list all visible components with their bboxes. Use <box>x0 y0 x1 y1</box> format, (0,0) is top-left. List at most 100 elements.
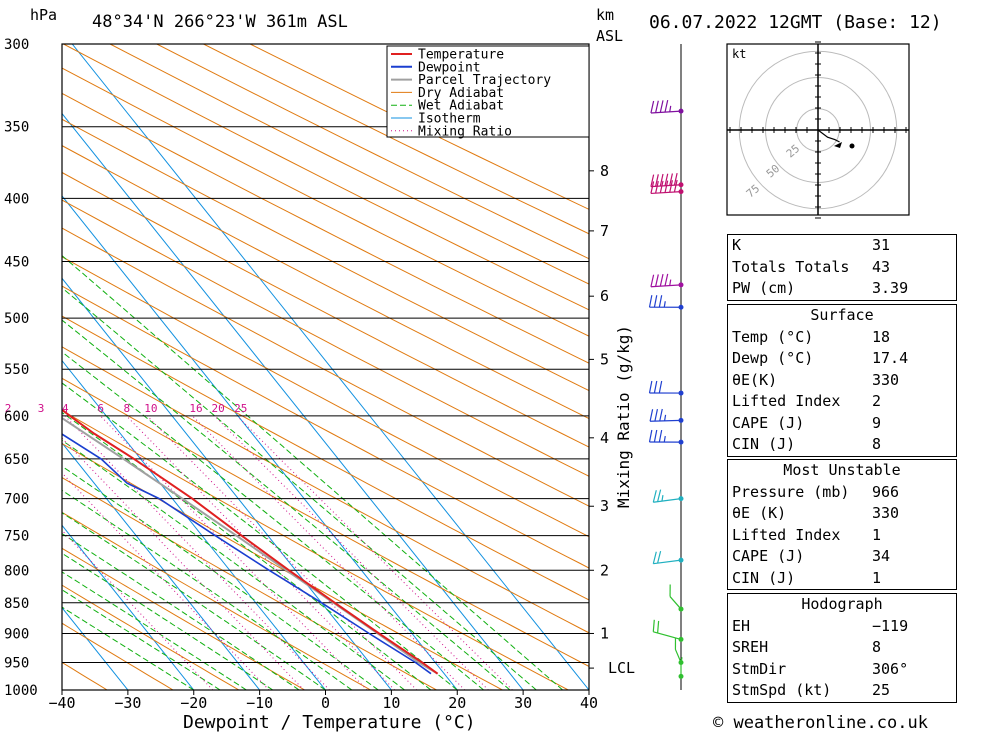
height-tick-label: 6 <box>600 287 609 305</box>
wind-barb-feather <box>658 380 663 394</box>
height-tick-label: 8 <box>600 162 609 180</box>
dry-adiabat-line <box>62 67 589 337</box>
wet-adiabat-line <box>62 287 537 690</box>
mixing-ratio-label: 16 <box>189 402 202 415</box>
valid-time: 06.07.2022 12GMT (Base: 12) <box>649 12 942 33</box>
mixing-ratio-line <box>236 415 513 690</box>
wind-barb-feather <box>657 620 660 634</box>
wind-barb-feather <box>655 181 659 194</box>
isotherm-line <box>62 195 458 690</box>
isotherm-line <box>62 277 392 690</box>
wind-barb-feather <box>652 551 657 564</box>
x-axis-label: Dewpoint / Temperature (°C) <box>183 712 476 733</box>
pressure-tick-label: 500 <box>4 311 29 327</box>
wind-barb-dot <box>678 390 684 396</box>
wind-barb-feather <box>661 494 664 502</box>
wind-barb-feather <box>655 274 659 287</box>
mixing-ratio-label: 2 <box>5 402 12 415</box>
wind-barb-feather <box>655 174 659 187</box>
mu-row: CIN (J) 1 <box>732 568 882 587</box>
pressure-tick-label: 550 <box>4 362 29 378</box>
mixing-ratio-line <box>62 529 214 690</box>
mixing-ratio-label: 4 <box>62 402 69 415</box>
wind-barb-feather <box>657 489 662 502</box>
surface-title: Surface <box>810 306 874 324</box>
pressure-tick-label: 450 <box>4 255 29 271</box>
dry-adiabat-line <box>156 44 589 260</box>
wind-barb-feather <box>659 180 664 193</box>
x-tick-label: −40 <box>48 694 75 712</box>
wet-adiabat-line <box>62 533 300 690</box>
index-row-pw: PW (cm) 3.39 <box>732 279 909 297</box>
mu-row: Pressure (mb) 966 <box>732 482 900 501</box>
dry-adiabat-line <box>203 44 589 235</box>
pressure-tick-label: 300 <box>4 37 29 53</box>
isotherm-line <box>62 524 195 690</box>
wind-barb-dot <box>678 496 684 502</box>
mixing-ratio-line <box>126 415 396 690</box>
legend-label: Dewpoint <box>418 60 481 75</box>
hodograph-table: Hodograph EH −119 SREH 8 StmDir 306° StmSpd… <box>727 593 957 703</box>
wind-barb-dot <box>678 439 684 445</box>
pressure-tick-label: 650 <box>4 452 29 468</box>
wind-barb-feather <box>652 619 655 632</box>
wind-barb-dot <box>678 108 684 114</box>
hodo-row: SREH 8 <box>732 638 882 656</box>
dry-adiabat-line <box>62 171 589 448</box>
wind-barb-dot <box>678 417 684 423</box>
wind-barb-feather <box>650 181 655 194</box>
wind-barb-feather <box>673 173 678 186</box>
wind-barb-feather <box>659 274 664 287</box>
mu-row: θE (K) 330 <box>732 504 900 522</box>
wind-barb-feather <box>652 490 657 503</box>
height-tick-label: 2 <box>600 561 609 579</box>
wet-adiabat-line <box>62 351 484 690</box>
surface-row: Dewp (°C) 17.4 <box>732 349 909 367</box>
dry-adiabat-line <box>62 547 305 690</box>
index-row-tt: Totals Totals 43 <box>732 257 891 276</box>
x-tick-label: 0 <box>321 694 330 712</box>
pressure-tick-label: 1000 <box>4 683 38 699</box>
wet-adiabat-line <box>62 465 379 690</box>
mixing-ratio-label: 20 <box>212 402 225 415</box>
wind-barb-feather <box>648 295 653 308</box>
height-tick-label: 1 <box>600 624 609 642</box>
dry-adiabat-line <box>62 409 569 690</box>
pressure-tick-label: 700 <box>4 492 29 508</box>
dry-adiabat-line <box>62 118 589 392</box>
dry-adiabat-line <box>62 377 589 668</box>
legend-label: Dry Adiabat <box>418 86 504 101</box>
wind-barb-feather <box>664 99 669 113</box>
isotherm-line <box>62 442 261 690</box>
pressure-tick-label: 800 <box>4 563 29 579</box>
x-tick-label: 40 <box>580 694 598 712</box>
wet-adiabat-line <box>62 439 405 690</box>
wind-barb-feather <box>657 551 662 564</box>
mixing-ratio-line <box>214 415 489 690</box>
pressure-tick-label: 350 <box>4 120 29 136</box>
wet-adiabat-line <box>62 319 511 690</box>
wind-barb-dot <box>678 182 684 188</box>
legend-label: Mixing Ratio <box>418 124 512 139</box>
pressure-tick-label: 900 <box>4 626 29 642</box>
wind-barb-feather <box>648 429 653 443</box>
indices-table: K 31 Totals Totals 43 PW (cm) 3.39 <box>727 234 957 301</box>
wind-barb-dot <box>678 636 684 642</box>
wind-barb-feather <box>664 273 669 286</box>
height-tick-label: 3 <box>600 497 609 515</box>
dry-adiabat-line <box>62 145 589 420</box>
hodograph-unit: kt <box>732 47 746 61</box>
storm-motion-marker <box>834 142 842 148</box>
parcel-trajectory-line <box>62 416 439 675</box>
wind-barb-feather <box>663 301 666 308</box>
most-unstable-title: Most Unstable <box>783 461 901 479</box>
height-tick-label: LCL <box>608 659 635 677</box>
wind-barb-feather <box>669 173 673 186</box>
surface-row: CAPE (J) 9 <box>732 413 882 432</box>
wind-barb-feather <box>648 380 653 394</box>
wind-barb-feather <box>649 409 654 422</box>
wet-adiabat-line <box>62 552 274 690</box>
wind-barb-dot <box>678 673 684 679</box>
